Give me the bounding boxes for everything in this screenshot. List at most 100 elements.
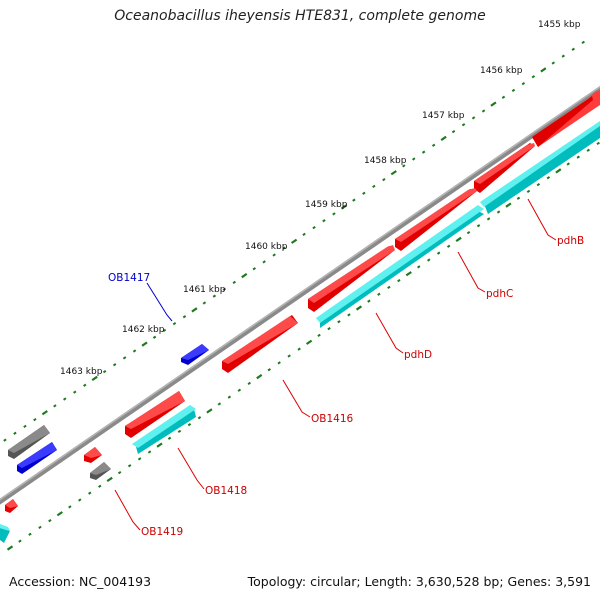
- scale-label: 1459 kbp: [305, 200, 348, 210]
- minor-tick: [287, 354, 291, 358]
- gene-cyan-segment[interactable]: [480, 121, 600, 214]
- minor-tick: [147, 450, 152, 454]
- minor-tick: [531, 75, 536, 79]
- genome-summary-text: Topology: circular; Length: 3,630,528 bp…: [247, 574, 591, 589]
- minor-tick: [302, 232, 306, 237]
- minor-tick: [202, 301, 207, 305]
- minor-tick: [167, 436, 172, 440]
- major-tick: [106, 476, 113, 483]
- major-tick: [191, 307, 198, 313]
- minor-tick: [586, 148, 590, 152]
- minor-tick: [372, 184, 376, 189]
- minor-tick: [421, 150, 426, 154]
- minor-tick: [446, 244, 451, 248]
- minor-tick: [526, 189, 531, 194]
- gene-OB1417[interactable]: [181, 344, 209, 365]
- gene-gray[interactable]: [8, 425, 50, 459]
- major-tick: [305, 339, 313, 345]
- minor-tick: [327, 326, 331, 331]
- minor-tick: [312, 225, 316, 230]
- major-tick: [256, 373, 263, 380]
- minor-tick: [237, 388, 242, 392]
- gene-cyan-small[interactable]: [0, 524, 10, 543]
- gene-red-segment[interactable]: [474, 143, 535, 193]
- major-tick: [141, 341, 148, 347]
- minor-tick: [516, 196, 521, 200]
- gene-gray[interactable]: [90, 462, 111, 480]
- scale-label: 1456 kbp: [480, 66, 523, 76]
- gene-label-OB1417[interactable]: OB1417: [108, 272, 150, 284]
- minor-tick: [13, 431, 17, 435]
- minor-tick: [581, 40, 585, 45]
- minor-tick: [436, 251, 441, 255]
- minor-tick: [217, 402, 222, 406]
- minor-tick: [127, 464, 132, 468]
- scale-label: 1463 kbp: [60, 367, 103, 377]
- minor-tick: [536, 182, 541, 187]
- minor-tick: [511, 88, 516, 93]
- minor-tick: [382, 177, 386, 182]
- minor-tick: [83, 383, 87, 387]
- minor-tick: [33, 417, 37, 422]
- gene-cyan-segment[interactable]: [316, 205, 484, 328]
- minor-tick: [347, 313, 351, 317]
- gene-red-segment[interactable]: [308, 245, 395, 312]
- major-tick: [241, 272, 248, 279]
- gene-OB1418[interactable]: [125, 391, 185, 438]
- gene-labels: pdhB pdhC pdhD OB1416 OB1417 OB1418 OB14…: [108, 235, 584, 538]
- gene-red-small[interactable]: [5, 499, 18, 513]
- minor-tick: [137, 457, 142, 461]
- major-tick: [6, 545, 14, 551]
- major-tick: [390, 170, 397, 176]
- minor-tick: [486, 217, 491, 221]
- minor-tick: [496, 210, 501, 214]
- genome-backbone: [0, 85, 600, 505]
- minor-tick: [247, 381, 251, 386]
- gene-label-pdhD[interactable]: pdhD: [404, 349, 432, 361]
- minor-tick: [222, 287, 227, 291]
- gene-label-OB1416[interactable]: OB1416: [311, 413, 354, 425]
- gene-label-pdhB[interactable]: pdhB: [557, 235, 584, 247]
- minor-tick: [232, 280, 236, 285]
- gene-cyan-OB1418[interactable]: [132, 405, 196, 454]
- scale-label: 1460 kbp: [245, 242, 288, 252]
- minor-tick: [427, 258, 431, 262]
- minor-tick: [397, 278, 401, 283]
- gene-pdhB-forward[interactable]: [532, 90, 600, 147]
- minor-tick: [63, 397, 67, 401]
- gene-OB1416[interactable]: [222, 315, 298, 373]
- minor-tick: [182, 315, 187, 319]
- major-tick: [156, 442, 163, 448]
- label-leaders: [114, 198, 557, 531]
- minor-tick: [117, 470, 122, 475]
- minor-tick: [267, 368, 271, 372]
- minor-tick: [297, 347, 301, 351]
- minor-tick: [451, 129, 456, 134]
- gene-red-segment[interactable]: [395, 188, 477, 251]
- minor-tick: [501, 95, 506, 99]
- minor-tick: [177, 429, 182, 434]
- scale-label: 1455 kbp: [538, 20, 581, 30]
- minor-tick: [352, 198, 356, 202]
- minor-tick: [68, 505, 72, 509]
- minor-tick: [3, 438, 7, 442]
- minor-tick: [197, 416, 202, 420]
- scale-label: 1457 kbp: [422, 111, 465, 121]
- gene-label-pdhC[interactable]: pdhC: [486, 288, 513, 300]
- minor-tick: [337, 320, 341, 324]
- gene-label-OB1419[interactable]: OB1419: [141, 526, 183, 538]
- minor-tick: [272, 253, 276, 257]
- gene-features: [0, 90, 600, 543]
- gene-OB1419[interactable]: [84, 447, 102, 463]
- major-tick: [555, 168, 562, 174]
- minor-tick: [73, 390, 77, 394]
- gene-label-OB1418[interactable]: OB1418: [205, 485, 247, 497]
- minor-tick: [377, 292, 381, 296]
- gene-blue[interactable]: [17, 442, 57, 474]
- major-tick: [490, 101, 497, 107]
- major-tick: [206, 408, 213, 414]
- minor-tick: [162, 328, 167, 333]
- minor-tick: [521, 81, 526, 86]
- minor-tick: [18, 539, 22, 543]
